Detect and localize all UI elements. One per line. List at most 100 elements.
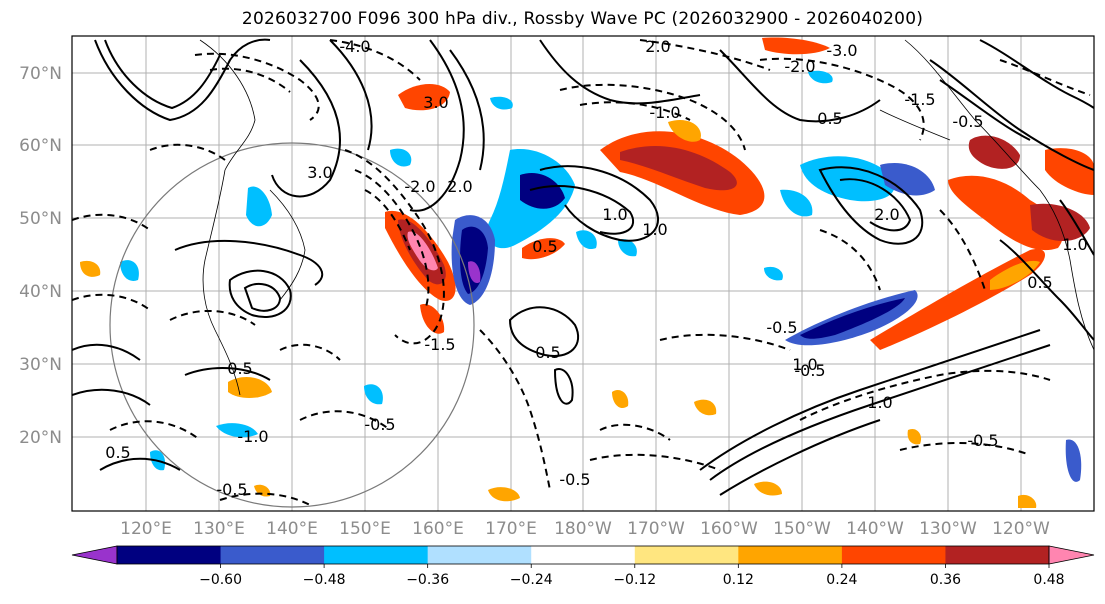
colorbar-outline — [116, 545, 1050, 565]
latitude-label: 30°N — [19, 355, 62, 375]
colorbar-segment — [117, 546, 222, 564]
longitude-labels: 120°E 130°E 140°E 150°E 160°E 170°E 180°W 170°W… — [120, 519, 1050, 539]
contour-label-dashed: -2.0 — [404, 177, 435, 196]
contour-label-dashed: -4.0 — [339, 37, 370, 56]
shade-positive — [1045, 148, 1094, 195]
longitude-label: 120°W — [992, 519, 1050, 539]
longitude-label: 130°E — [193, 519, 245, 539]
longitude-label: 120°E — [120, 519, 172, 539]
shade-negative — [618, 239, 637, 257]
contour-label-dashed: -0.5 — [952, 112, 983, 131]
shade-negative — [764, 266, 783, 281]
coastlines — [199, 39, 1094, 396]
colorbar-tick-label: 0.24 — [826, 572, 857, 588]
colorbar-segment — [427, 546, 532, 564]
colorbar-tick-label: 0.36 — [930, 572, 961, 588]
shade-positive — [488, 487, 520, 502]
longitude-label: 170°W — [627, 519, 685, 539]
colorbar-tick-label: 0.12 — [723, 572, 754, 588]
contour-label-solid: 0.5 — [532, 237, 557, 256]
colorbar-segment — [945, 546, 1050, 564]
colorbar-tick-label: −0.24 — [510, 572, 553, 588]
contour-label-dashed: -1.5 — [904, 90, 935, 109]
shade-positive — [1030, 203, 1090, 242]
plot-title: 2026032700 F096 300 hPa div., Rossby Wav… — [241, 9, 924, 29]
contour-label-solid: 0.5 — [105, 443, 130, 462]
contour-label-solid: 2.0 — [874, 205, 899, 224]
reference-circle — [109, 142, 475, 508]
gridlines — [72, 36, 1094, 511]
colorbar-segment — [220, 546, 325, 564]
contour-label-dashed: -0.5 — [216, 480, 247, 499]
colorbar-segment — [841, 546, 946, 564]
colorbar-tick-label: −0.48 — [303, 572, 346, 588]
shade-positive — [668, 120, 701, 142]
longitude-label: 150°E — [339, 519, 391, 539]
shade-positive — [80, 260, 101, 277]
latitude-labels: 70°N 60°N 50°N 40°N 30°N 20°N — [19, 64, 62, 448]
contour-label-solid: 2.0 — [645, 37, 670, 56]
map-frame — [71, 35, 1095, 512]
shade-positive — [907, 428, 922, 445]
dashed-contours — [72, 39, 1091, 506]
colorbar-segment — [324, 546, 429, 564]
shade-positive — [398, 84, 450, 111]
longitude-label: 170°E — [485, 519, 537, 539]
longitude-label: 140°W — [846, 519, 904, 539]
contour-label-solid: 1.0 — [1062, 235, 1087, 254]
colorbar-segment — [634, 546, 739, 564]
latitude-label: 50°N — [19, 209, 62, 229]
shade-negative — [800, 298, 905, 339]
contour-label-solid: 3.0 — [423, 93, 448, 112]
shade-positive — [254, 484, 271, 497]
shade-negative — [246, 186, 272, 227]
contour-label-dashed: -0.5 — [967, 431, 998, 450]
colorbar-tick-label: 0.48 — [1033, 572, 1064, 588]
colorbar-tick-label: −0.12 — [613, 572, 656, 588]
contour-label-solid: 1.0 — [602, 205, 627, 224]
shade-positive — [612, 389, 629, 409]
shade-negative — [780, 189, 813, 217]
contour-label-dashed: -3.0 — [826, 41, 857, 60]
shade-positive — [1018, 494, 1037, 508]
contour-label-dashed: -2.0 — [784, 57, 815, 76]
shade-negative — [1065, 439, 1082, 482]
contour-label-solid: 0.5 — [1027, 273, 1052, 292]
colorbar-tick-label: −0.60 — [199, 572, 242, 588]
contour-label-solid: 1.0 — [867, 393, 892, 412]
colorbar-tick-label: −0.36 — [406, 572, 449, 588]
contour-label-solid: 0.5 — [817, 109, 842, 128]
shade-negative — [364, 384, 383, 405]
contour-label-solid: 2.0 — [447, 177, 472, 196]
contour-label-solid: 1.0 — [792, 355, 817, 374]
longitude-label: 150°W — [773, 519, 831, 539]
shade-positive — [762, 37, 830, 55]
longitude-label: 160°E — [412, 519, 464, 539]
shade-positive — [228, 377, 272, 398]
longitude-label: 180°W — [554, 519, 612, 539]
latitude-label: 70°N — [19, 64, 62, 84]
longitude-label: 140°E — [266, 519, 318, 539]
longitude-label: 130°W — [919, 519, 977, 539]
contour-label-solid: 3.0 — [307, 163, 332, 182]
colorbar-segment — [531, 546, 636, 564]
shade-positive — [694, 399, 717, 416]
shade-positive — [754, 481, 782, 496]
contour-label-dashed: -0.5 — [364, 415, 395, 434]
colorbar-extend-low — [71, 545, 118, 565]
contour-labels: 3.0 3.0 2.0 2.0 1.0 1.0 0.5 0.5 1.0 2.0 1.0 0.5 0.5 0… — [105, 37, 1087, 499]
contour-label-dashed: -0.5 — [794, 361, 825, 380]
contour-label-dashed: -0.5 — [766, 318, 797, 337]
contour-label-dashed: -0.5 — [559, 470, 590, 489]
colorbar: −0.60 −0.48 −0.36 −0.24 −0.12 0.12 0.24 0.36 0.4… — [71, 545, 1095, 588]
shade-negative — [808, 70, 833, 84]
divergence-shading — [80, 37, 1094, 508]
contour-label-dashed: -1.5 — [424, 335, 455, 354]
shade-negative — [880, 162, 935, 196]
contour-label-solid: 1.0 — [642, 220, 667, 239]
contour-label-solid: 0.5 — [535, 343, 560, 362]
colorbar-extend-high — [1048, 545, 1095, 565]
latitude-label: 20°N — [19, 428, 62, 448]
